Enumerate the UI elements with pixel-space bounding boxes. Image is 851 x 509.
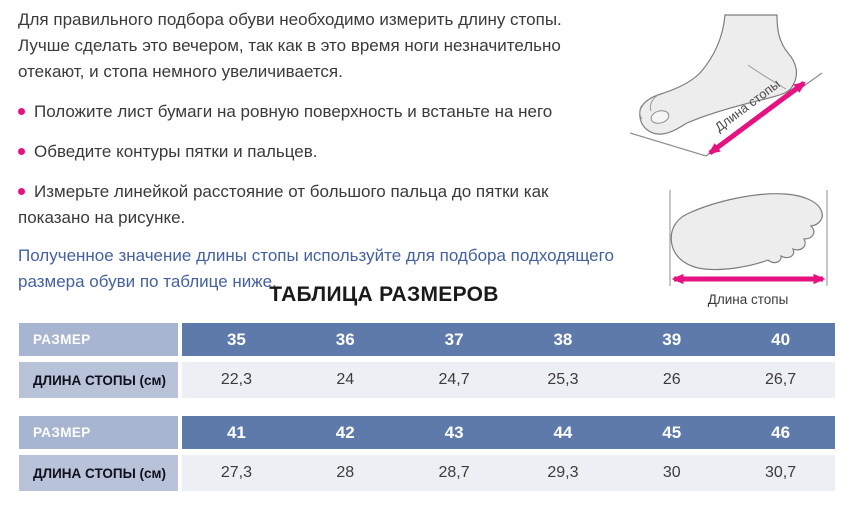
length-value-cell: 30 <box>617 455 727 491</box>
length-value-cell: 22,3 <box>182 362 291 398</box>
bullet-icon <box>18 107 25 115</box>
row-header-size: РАЗМЕР <box>19 416 182 449</box>
bullet-icon <box>18 187 25 195</box>
intro-text: Для правильного подбора обуви необходимо… <box>18 7 652 85</box>
instructions-list: Положите лист бумаги на ровную поверхнос… <box>18 99 652 231</box>
length-value-cell: 28,7 <box>399 455 509 491</box>
length-value-cell: 27,3 <box>182 455 291 491</box>
length-value-cell: 30,7 <box>726 455 835 491</box>
table-title: ТАБЛИЦА РАЗМЕРОВ <box>269 283 499 306</box>
foot-sole-illustration: Длина стопы <box>669 190 828 307</box>
size-header-cell: 41 <box>182 416 291 449</box>
sole-outline <box>670 193 823 271</box>
instructions-column: Для правильного подбора обуви необходимо… <box>18 7 652 295</box>
intro-line: Лучше сделать это вечером, так как в это… <box>18 36 561 55</box>
foot-outline <box>639 14 798 135</box>
length-value-cell: 28 <box>290 455 400 491</box>
size-header-cell: 35 <box>182 323 291 356</box>
size-header-cell: 39 <box>617 323 727 356</box>
size-header-cell: 46 <box>726 416 835 449</box>
instruction-text: показано на рисунке. <box>18 208 186 227</box>
foot-length-label: Длина стопы <box>708 292 789 307</box>
length-value-cell: 24 <box>290 362 400 398</box>
row-header-length: ДЛИНА СТОПЫ (см) <box>19 362 182 398</box>
size-header-cell: 44 <box>508 416 618 449</box>
row-header-size: РАЗМЕР <box>19 323 182 356</box>
note-line: размера обуви по таблице ниже. <box>18 272 277 291</box>
instruction-text: Положите лист бумаги на ровную поверхнос… <box>34 102 553 121</box>
bullet-icon <box>18 147 25 155</box>
instruction-item: Измерьте линейкой расстояние от большого… <box>18 179 652 231</box>
instruction-text: Измерьте линейкой расстояние от большого… <box>34 182 549 201</box>
size-header-cell: 40 <box>726 323 835 356</box>
size-header-cell: 37 <box>399 323 509 356</box>
instruction-item: Обведите контуры пятки и пальцев. <box>18 139 652 165</box>
note-text: Полученное значение длины стопы использу… <box>18 243 652 295</box>
row-header-length: ДЛИНА СТОПЫ (см) <box>19 455 182 491</box>
length-value-cell: 24,7 <box>399 362 509 398</box>
size-header-cell: 36 <box>290 323 400 356</box>
size-table-41-46: РАЗМЕР 41 42 43 44 45 46 ДЛИНА СТОПЫ (см… <box>19 416 835 491</box>
note-line: Полученное значение длины стопы использу… <box>18 246 614 265</box>
length-value-cell: 25,3 <box>508 362 618 398</box>
length-value-cell: 29,3 <box>508 455 618 491</box>
length-value-cell: 26 <box>617 362 727 398</box>
length-value-cell: 26,7 <box>726 362 835 398</box>
size-table-35-40: РАЗМЕР 35 36 37 38 39 40 ДЛИНА СТОПЫ (см… <box>19 323 835 398</box>
foot-side-view-illustration: Длина стопы <box>630 14 823 157</box>
intro-line: Для правильного подбора обуви необходимо… <box>18 10 562 29</box>
instruction-text: Обведите контуры пятки и пальцев. <box>34 142 318 161</box>
size-header-cell: 38 <box>508 323 618 356</box>
size-header-cell: 45 <box>617 416 727 449</box>
toenail <box>650 110 670 124</box>
instruction-item: Положите лист бумаги на ровную поверхнос… <box>18 99 652 125</box>
intro-line: отекают, и стопа немного увеличивается. <box>18 62 343 81</box>
size-header-cell: 43 <box>399 416 509 449</box>
size-header-cell: 42 <box>290 416 400 449</box>
measure-arrow <box>708 80 806 156</box>
